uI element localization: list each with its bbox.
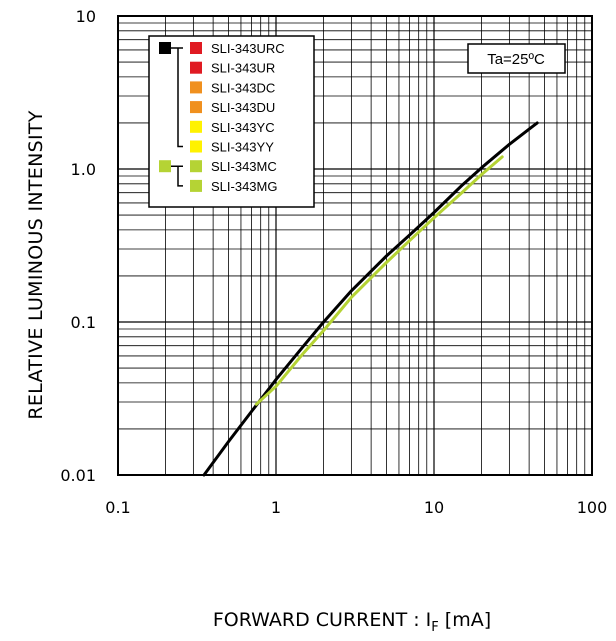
legend-label: SLI-343MC: [211, 159, 277, 174]
x-axis-title-subscript: F: [431, 620, 438, 635]
y-tick-label: 0.01: [60, 466, 96, 485]
legend: SLI-343URC SLI-343UR SLI-343DC SLI-343DU SLI…: [148, 35, 315, 208]
legend-swatch: [190, 140, 202, 153]
x-tick-label: 1: [271, 498, 281, 517]
y-tick-labels: 0.01 0.1 1.0 10: [60, 7, 96, 485]
legend-swatch: [190, 81, 202, 94]
legend-label: SLI-343DC: [211, 80, 275, 95]
legend-label: SLI-343URC: [211, 41, 285, 56]
x-axis-title-main: FORWARD CURRENT : I: [213, 609, 431, 631]
y-tick-label: 1.0: [71, 160, 96, 179]
series-line-1: [202, 121, 539, 477]
legend-label: SLI-343MG: [211, 179, 277, 194]
plot-frame: [117, 15, 593, 476]
x-tick-labels: 0.1 1 10 100: [105, 498, 607, 517]
legend-label: SLI-343UR: [211, 61, 275, 76]
x-axis-title-unit: [mA]: [439, 609, 491, 631]
legend-bracket: [171, 47, 183, 148]
legend-items: SLI-343URC SLI-343UR SLI-343DC SLI-343DU SLI…: [159, 41, 285, 194]
legend-label: SLI-343DU: [211, 100, 275, 115]
legend-swatch: [190, 101, 202, 114]
legend-swatch: [190, 179, 202, 192]
legend-label: SLI-343YC: [211, 120, 275, 135]
legend-swatch: [190, 61, 202, 74]
y-axis-title: RELATIVE LUMINOUS INTENSITY: [25, 110, 47, 419]
legend-group-swatch: [159, 160, 171, 173]
legend-group-swatch: [159, 42, 171, 54]
x-axis-title: FORWARD CURRENT : IF [mA]: [213, 609, 491, 635]
x-tick-label: 10: [424, 498, 444, 517]
legend-label: SLI-343YY: [211, 140, 274, 155]
x-tick-label: 100: [577, 498, 608, 517]
series-line-2: [254, 155, 504, 406]
legend-swatch: [190, 120, 202, 133]
series-lines: [202, 121, 539, 477]
legend-box: [148, 35, 315, 208]
annotation-box: [467, 43, 566, 74]
y-tick-label: 0.1: [71, 313, 96, 332]
temperature-annotation: Ta=25ºC: [467, 43, 566, 74]
legend-swatch: [190, 160, 202, 173]
annotation-text: Ta=25ºC: [487, 51, 545, 68]
legend-swatch: [190, 42, 202, 54]
legend-bracket: [171, 165, 183, 187]
y-tick-label: 10: [76, 7, 96, 26]
x-tick-label: 0.1: [105, 498, 130, 517]
